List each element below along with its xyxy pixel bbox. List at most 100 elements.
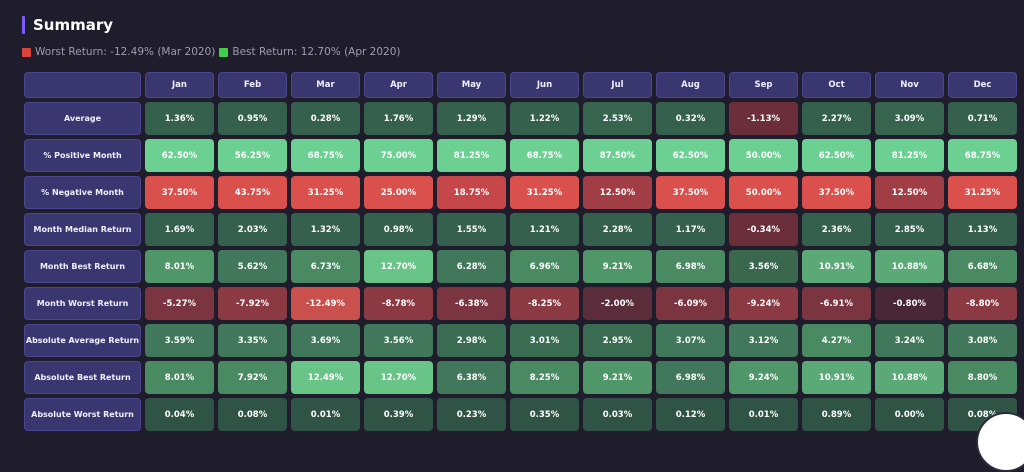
column-header-jul: Jul (583, 72, 652, 98)
table-cell: 81.25% (437, 139, 506, 172)
table-cell: 56.25% (218, 139, 287, 172)
table-cell: 62.50% (802, 139, 871, 172)
table-cell: -0.34% (729, 213, 798, 246)
best-worst-legend: Worst Return: -12.49% (Mar 2020) Best Re… (22, 45, 401, 59)
table-cell: 6.98% (656, 250, 725, 283)
table-cell: -1.13% (729, 102, 798, 135)
table-cell: 68.75% (291, 139, 360, 172)
best-return-label: Best Return: 12.70% (Apr 2020) (232, 46, 401, 58)
table-cell: 31.25% (510, 176, 579, 209)
table-cell: 0.23% (437, 398, 506, 431)
table-cell: 0.98% (364, 213, 433, 246)
table-cell: 3.69% (291, 324, 360, 357)
row-label: Average (24, 102, 141, 135)
table-cell: 3.01% (510, 324, 579, 357)
table-cell: 3.12% (729, 324, 798, 357)
column-header-feb: Feb (218, 72, 287, 98)
table-cell: 50.00% (729, 176, 798, 209)
column-header-jan: Jan (145, 72, 214, 98)
table-cell: 3.56% (364, 324, 433, 357)
table-cell: 68.75% (510, 139, 579, 172)
table-cell: -0.80% (875, 287, 944, 320)
table-cell: 2.27% (802, 102, 871, 135)
table-cell: 75.00% (364, 139, 433, 172)
table-cell: 10.88% (875, 361, 944, 394)
table-cell: -6.91% (802, 287, 871, 320)
table-cell: -8.25% (510, 287, 579, 320)
table-cell: 1.29% (437, 102, 506, 135)
table-cell: 81.25% (875, 139, 944, 172)
table-cell: -6.38% (437, 287, 506, 320)
table-cell: 1.17% (656, 213, 725, 246)
avatar[interactable] (976, 412, 1024, 472)
table-cell: 8.80% (948, 361, 1017, 394)
row-label: Absolute Worst Return (24, 398, 141, 431)
table-cell: 0.71% (948, 102, 1017, 135)
table-cell: 3.09% (875, 102, 944, 135)
table-cell: 1.55% (437, 213, 506, 246)
column-header-apr: Apr (364, 72, 433, 98)
row-label: % Positive Month (24, 139, 141, 172)
table-cell: 31.25% (291, 176, 360, 209)
summary-header: Summary (22, 14, 113, 36)
table-cell: -12.49% (291, 287, 360, 320)
table-cell: 0.39% (364, 398, 433, 431)
column-header-nov: Nov (875, 72, 944, 98)
table-cell: 0.01% (729, 398, 798, 431)
table-cell: 1.22% (510, 102, 579, 135)
table-cell: 8.25% (510, 361, 579, 394)
table-cell: 6.38% (437, 361, 506, 394)
accent-bar (22, 16, 25, 34)
table-cell: 6.73% (291, 250, 360, 283)
table-cell: -7.92% (218, 287, 287, 320)
table-cell: 6.28% (437, 250, 506, 283)
table-cell: 2.95% (583, 324, 652, 357)
table-cell: 68.75% (948, 139, 1017, 172)
table-cell: 0.12% (656, 398, 725, 431)
table-cell: -2.00% (583, 287, 652, 320)
table-cell: 3.07% (656, 324, 725, 357)
table-cell: 12.50% (583, 176, 652, 209)
table-cell: 8.01% (145, 250, 214, 283)
table-cell: 9.21% (583, 250, 652, 283)
row-label: Month Best Return (24, 250, 141, 283)
table-cell: 6.98% (656, 361, 725, 394)
row-label: Absolute Best Return (24, 361, 141, 394)
table-cell: -9.24% (729, 287, 798, 320)
table-cell: 10.91% (802, 361, 871, 394)
table-cell: 37.50% (145, 176, 214, 209)
table-cell: 0.04% (145, 398, 214, 431)
table-cell: 3.56% (729, 250, 798, 283)
row-label: Absolute Average Return (24, 324, 141, 357)
table-cell: 9.24% (729, 361, 798, 394)
red-square-icon (22, 47, 31, 57)
table-cell: 43.75% (218, 176, 287, 209)
table-cell: 1.36% (145, 102, 214, 135)
worst-return-label: Worst Return: -12.49% (Mar 2020) (35, 46, 216, 58)
column-header-dec: Dec (948, 72, 1017, 98)
table-cell: 1.69% (145, 213, 214, 246)
table-cell: 6.96% (510, 250, 579, 283)
table-cell: 3.08% (948, 324, 1017, 357)
table-cell: -8.80% (948, 287, 1017, 320)
table-cell: 0.89% (802, 398, 871, 431)
column-header-mar: Mar (291, 72, 360, 98)
table-cell: 2.98% (437, 324, 506, 357)
table-corner (24, 72, 141, 98)
table-cell: 0.28% (291, 102, 360, 135)
page-title: Summary (33, 16, 114, 34)
table-cell: 0.00% (875, 398, 944, 431)
table-cell: 10.88% (875, 250, 944, 283)
table-cell: 1.76% (364, 102, 433, 135)
table-cell: 3.35% (218, 324, 287, 357)
column-header-oct: Oct (802, 72, 871, 98)
table-cell: 2.03% (218, 213, 287, 246)
table-cell: 2.53% (583, 102, 652, 135)
table-cell: 12.70% (364, 250, 433, 283)
table-cell: 0.01% (291, 398, 360, 431)
column-header-may: May (437, 72, 506, 98)
column-header-aug: Aug (656, 72, 725, 98)
table-cell: 2.28% (583, 213, 652, 246)
monthly-summary-table: Jan Feb Mar Apr May Jun Jul Aug Sep Oct Nov Dec Aver… (24, 72, 1017, 431)
table-cell: 87.50% (583, 139, 652, 172)
